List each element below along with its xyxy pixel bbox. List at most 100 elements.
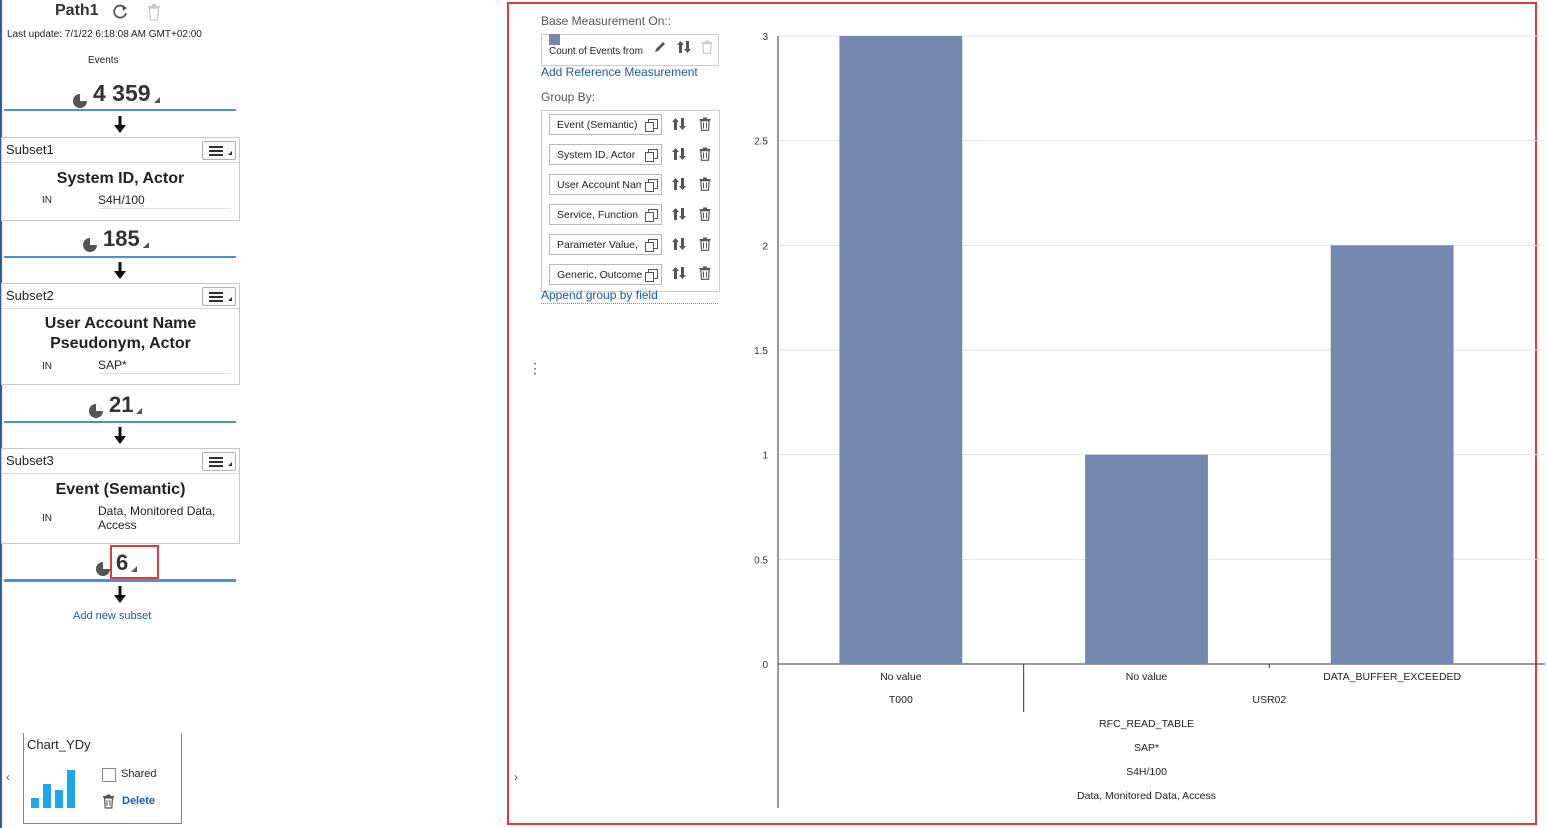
chart-tile-title: Chart_YDy bbox=[27, 737, 91, 752]
chevron-right-icon[interactable]: › bbox=[514, 770, 518, 784]
group-by-field-2[interactable]: System ID, Actor bbox=[549, 144, 662, 165]
bar bbox=[839, 36, 963, 664]
base-measurement-value: Count of Events from bbox=[549, 46, 643, 57]
trash-icon[interactable] bbox=[102, 794, 115, 809]
copy-icon[interactable] bbox=[645, 269, 658, 282]
trash-icon[interactable] bbox=[699, 207, 711, 221]
y-tick-label: 1 bbox=[762, 451, 768, 462]
sort-arrows-icon[interactable] bbox=[672, 117, 686, 131]
x-group-label: RFC_READ_TABLE bbox=[1099, 718, 1194, 730]
refresh-icon[interactable] bbox=[110, 2, 130, 22]
group-by-field-3[interactable]: User Account Name bbox=[549, 174, 662, 195]
divider-line-active bbox=[4, 579, 236, 582]
subset-field-name: User Account Name bbox=[44, 315, 197, 332]
subset-menu-button[interactable] bbox=[202, 141, 236, 160]
pie-chart-icon bbox=[88, 399, 104, 418]
group-by-field-label: Event (Semantic) bbox=[557, 119, 638, 131]
add-reference-measurement-link[interactable]: Add Reference Measurement bbox=[541, 65, 698, 79]
group-by-field-label: Service, Function bbox=[557, 209, 639, 221]
vertical-dots-icon[interactable]: ⋮ bbox=[528, 360, 542, 376]
subset-title: Subset1 bbox=[6, 142, 54, 157]
x-group-label: SAP* bbox=[1134, 742, 1159, 754]
subset-3-count[interactable]: 6 bbox=[95, 550, 138, 576]
down-arrow-icon bbox=[113, 427, 127, 445]
bar-chart-icon bbox=[31, 768, 77, 815]
value-underline bbox=[98, 208, 231, 209]
expand-corner-icon bbox=[131, 566, 138, 572]
bar bbox=[1330, 245, 1454, 665]
chevron-left-icon[interactable]: ‹ bbox=[6, 770, 10, 784]
group-by-field-1[interactable]: Event (Semantic) bbox=[549, 114, 662, 135]
copy-icon[interactable] bbox=[645, 239, 658, 252]
path-title: Path1 bbox=[55, 2, 99, 19]
group-by-label: Group By: bbox=[541, 90, 596, 104]
subset-value-line2: Access bbox=[98, 518, 137, 532]
subset-card-2: Subset2 User Account Name Pseudonym, Act… bbox=[1, 283, 240, 385]
sort-arrows-icon[interactable] bbox=[672, 177, 686, 191]
trash-icon[interactable] bbox=[699, 117, 711, 131]
highlight-box bbox=[110, 545, 159, 579]
y-tick-label: 0.5 bbox=[754, 555, 768, 566]
y-tick-label: 0 bbox=[762, 660, 768, 671]
trash-icon[interactable] bbox=[699, 266, 711, 280]
subset-2-count[interactable]: 21 bbox=[88, 392, 143, 418]
total-count[interactable]: 4 359 bbox=[72, 80, 160, 108]
copy-icon[interactable] bbox=[645, 209, 658, 222]
subset-card-1: Subset1 System ID, Actor IN S4H/100 bbox=[1, 137, 240, 221]
subset-card-3: Subset3 Event (Semantic) IN Data, Monito… bbox=[1, 448, 240, 544]
append-group-by-link[interactable]: Append group by field bbox=[541, 288, 718, 304]
copy-icon[interactable] bbox=[645, 119, 658, 132]
down-arrow-icon bbox=[113, 262, 127, 280]
x-group-label: S4H/100 bbox=[1126, 766, 1167, 778]
subset-menu-button[interactable] bbox=[202, 452, 236, 471]
add-new-subset-link[interactable]: Add new subset bbox=[73, 610, 152, 622]
group-by-field-6[interactable]: Generic, Outcome bbox=[549, 264, 662, 285]
down-arrow-icon bbox=[113, 116, 127, 134]
edit-pencil-icon[interactable] bbox=[653, 40, 667, 59]
subset-1-count[interactable]: 185 bbox=[82, 226, 149, 252]
subset-value: SAP* bbox=[98, 358, 127, 372]
down-arrow-icon bbox=[113, 586, 127, 604]
trash-icon[interactable] bbox=[699, 237, 711, 251]
sort-arrows-icon[interactable] bbox=[672, 147, 686, 161]
group-by-field-5[interactable]: Parameter Value, bbox=[549, 234, 662, 255]
base-measurement-label: Base Measurement On:: bbox=[541, 14, 672, 28]
pie-chart-icon bbox=[82, 233, 98, 252]
subset-operator: IN bbox=[42, 195, 52, 206]
sort-arrows-icon[interactable] bbox=[672, 237, 686, 251]
total-count-value: 4 359 bbox=[93, 80, 151, 106]
y-tick-label: 1.5 bbox=[754, 346, 768, 357]
shared-checkbox[interactable] bbox=[102, 768, 116, 782]
subset-operator: IN bbox=[42, 361, 52, 372]
copy-icon[interactable] bbox=[645, 179, 658, 192]
y-tick-label: 3 bbox=[762, 32, 768, 43]
subset-1-count-value: 185 bbox=[103, 226, 140, 251]
expand-corner-icon bbox=[142, 242, 149, 248]
trash-icon[interactable] bbox=[699, 177, 711, 191]
group-by-list bbox=[541, 110, 720, 292]
subset-3-count-value: 6 bbox=[116, 550, 129, 575]
chart-bars bbox=[839, 36, 1454, 665]
subset-field-name-line2: Pseudonym, Actor bbox=[50, 335, 191, 352]
copy-icon[interactable] bbox=[645, 149, 658, 162]
group-by-field-label: User Account Name bbox=[557, 179, 642, 191]
pie-chart-icon bbox=[95, 557, 111, 576]
delete-path-icon[interactable] bbox=[146, 3, 162, 21]
sort-arrows-icon[interactable] bbox=[672, 207, 686, 221]
sort-arrows-icon[interactable] bbox=[672, 266, 686, 280]
subset-value: S4H/100 bbox=[98, 193, 145, 207]
y-tick-label: 2.5 bbox=[754, 137, 768, 148]
series-color-swatch bbox=[549, 34, 560, 45]
x-category-label: No value bbox=[1126, 671, 1168, 683]
trash-icon[interactable] bbox=[699, 147, 711, 161]
delete-chart-link[interactable]: Delete bbox=[122, 795, 156, 807]
sort-arrows-icon[interactable] bbox=[677, 40, 691, 59]
subset-field-name: Event (Semantic) bbox=[55, 481, 186, 498]
subset-menu-button[interactable] bbox=[202, 287, 236, 306]
expand-corner-icon bbox=[136, 408, 143, 414]
chart-labels: 0 0.5 1 1.5 2 2.5 3 No value No value DATA_BUFFER… bbox=[754, 32, 1461, 802]
trash-disabled-icon bbox=[701, 40, 713, 59]
x-category-label: No value bbox=[880, 671, 922, 683]
group-by-field-4[interactable]: Service, Function bbox=[549, 204, 662, 225]
subset-title: Subset3 bbox=[6, 453, 54, 468]
